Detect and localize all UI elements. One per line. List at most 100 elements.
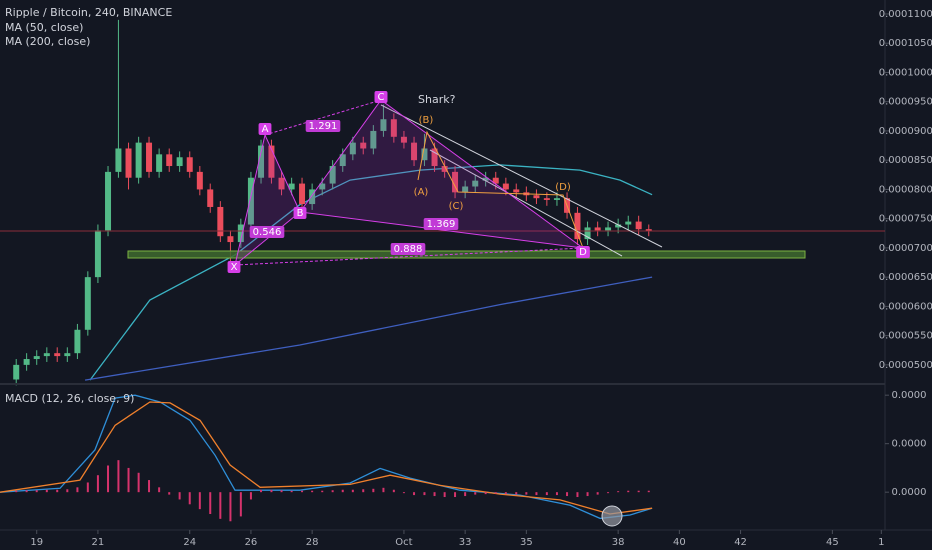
histogram-bar [647,490,650,493]
trend-line [429,149,623,257]
projection-line [417,130,584,249]
histogram-bar [219,492,222,519]
histogram-bar [168,492,171,495]
histogram-bar [627,490,630,493]
histogram-bar [321,490,324,493]
histogram-bar [341,489,344,493]
histogram-bar [617,491,620,493]
y-tick-label: 0.0000 [892,390,927,401]
candle-body [370,130,377,149]
candle-body [492,177,499,184]
histogram-bar [249,492,252,500]
candle-body [502,183,509,190]
pattern-label: 1.369 [427,219,456,230]
histogram-bar [494,492,497,494]
candle-body [247,177,254,225]
candle-body [105,171,112,231]
candle-body [605,227,612,231]
x-tick-label: 33 [459,537,472,548]
candle-body [166,154,173,167]
candle-body [54,353,61,357]
pattern-label-box [258,123,272,135]
histogram-bar [484,492,487,495]
histogram-bar [311,490,314,493]
candle-body [135,142,142,178]
pattern-label: 0.888 [394,244,423,255]
symbol-title: Ripple / Bitcoin, 240, BINANCE [5,6,172,19]
histogram-bar [392,489,395,493]
candle-body [635,221,642,230]
histogram-bar [25,490,28,493]
candle-body [278,177,285,190]
annotation-labels: X A B C D 0.546 1.291 1.369 0.888 (A) (B) (C) (D) [227,91,590,273]
x-tick-label: 45 [826,537,839,548]
ratio-line [234,247,584,266]
histogram-bar [86,482,89,493]
candle-body [43,353,50,357]
histogram-bar [331,490,334,493]
candle-body [227,236,234,243]
y-tick-label: 0.0000 [892,487,927,498]
pattern-label: D [579,247,587,258]
candle-body [156,154,163,172]
histogram-bar [107,465,110,493]
candle-body [186,157,193,172]
candle-body [207,189,214,207]
candle-body [309,189,316,205]
histogram-bar [545,492,548,496]
projection-label: (C) [449,201,464,212]
legend-entry: MA (200, close) [5,35,90,48]
histogram-bar [188,492,191,505]
candle-body [339,154,346,167]
candle-body [553,198,560,200]
histogram-bar [127,467,130,493]
pattern-label: 0.546 [253,227,282,238]
candle-body [288,183,295,190]
candle-body [441,166,448,172]
candle-body [94,230,101,278]
ratio-line [264,99,382,136]
trend-line [380,104,663,248]
candle-body [74,329,81,354]
candle-body [13,364,20,380]
candle-body [64,353,71,357]
histogram-bar [515,492,518,495]
histogram-bar [525,492,528,495]
candle-body [217,206,224,237]
histogram-bar [423,492,426,496]
histogram-bar [464,492,467,497]
histogram-bar [535,492,538,496]
histogram-bar [607,492,610,494]
pattern-label: C [378,92,385,103]
pattern-label-box [576,246,590,258]
histogram-bar [301,490,304,493]
histogram-bar [270,489,273,493]
x-tick-label: 19 [30,537,43,548]
histogram-bar [148,480,151,493]
candle-body [196,171,203,190]
indicator-title: MACD (12, 26, close, 9) [5,392,134,405]
pattern-label-box [423,218,459,230]
histogram-bar [413,492,416,496]
x-tick-label: 42 [734,537,747,548]
candle-body [400,136,407,143]
histogram-bar [35,490,38,493]
x-tick-label: Oct [395,537,412,548]
candle-body [23,359,30,365]
pattern-label: 1.291 [309,121,338,132]
histogram-bar [45,489,48,493]
legend-entry: MA (50, close) [5,21,83,34]
candle-body [482,177,489,181]
candle-body [472,180,479,187]
series-line [0,401,653,515]
series-line [0,394,653,520]
